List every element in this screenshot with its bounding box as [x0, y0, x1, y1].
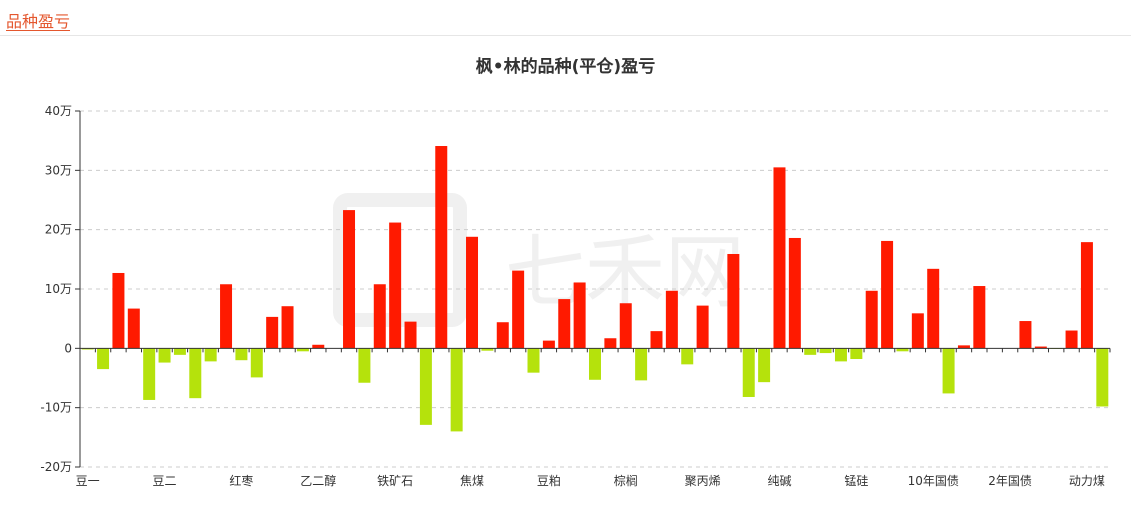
bar	[250, 348, 263, 378]
bar	[542, 340, 555, 349]
x-category-label: 红枣	[229, 473, 253, 488]
bar	[143, 348, 156, 400]
bar	[312, 344, 325, 349]
bar	[235, 348, 248, 361]
bar	[266, 316, 279, 349]
grid-layer	[80, 110, 1110, 468]
y-tick-label: 30万	[45, 163, 72, 177]
x-category-label: 2年国债	[988, 474, 1032, 488]
bar	[758, 348, 771, 383]
bar	[450, 348, 463, 432]
bar	[173, 348, 186, 355]
bar	[834, 348, 847, 362]
bar	[1065, 330, 1078, 349]
bar	[927, 268, 940, 349]
x-category-label: 乙二醇	[300, 473, 336, 488]
bar	[496, 322, 509, 349]
bar	[727, 253, 740, 349]
bar	[696, 305, 709, 349]
bar	[589, 348, 601, 380]
bar	[881, 240, 894, 349]
chart-title: 枫•林的品种(平仓)盈亏	[475, 57, 656, 77]
bar	[343, 210, 356, 349]
bar	[1019, 321, 1032, 349]
bar	[1096, 348, 1109, 407]
y-tick-label: 40万	[45, 104, 72, 118]
bar	[635, 348, 648, 381]
bar	[81, 348, 94, 350]
x-category-label: 豆二	[153, 474, 177, 488]
bar	[281, 306, 294, 349]
bar	[466, 236, 479, 349]
bar	[127, 308, 140, 349]
bar	[481, 348, 494, 351]
bar	[1034, 346, 1047, 349]
bar	[158, 348, 171, 363]
x-category-label: 动力煤	[1069, 474, 1105, 488]
section-header: 品种盈亏	[0, 0, 1131, 36]
bar	[373, 284, 386, 349]
bar	[896, 348, 909, 352]
bar	[973, 286, 986, 349]
bar	[404, 321, 417, 349]
bar	[296, 348, 309, 352]
y-tick-label: -10万	[40, 401, 72, 415]
x-category-label: 聚丙烯	[685, 474, 721, 488]
bar	[112, 272, 125, 349]
x-category-label: 焦煤	[460, 474, 484, 488]
bar	[865, 290, 878, 349]
bar	[604, 338, 617, 349]
bar	[97, 348, 110, 370]
x-category-label: 锰硅	[844, 473, 868, 488]
section-title: 品种盈亏	[6, 12, 71, 31]
y-tick-label: 20万	[45, 223, 72, 237]
bar	[788, 237, 801, 349]
bar	[819, 348, 832, 354]
bar	[742, 348, 755, 397]
bar	[650, 331, 663, 349]
bar	[665, 290, 678, 349]
y-tick-label: 0	[64, 341, 72, 355]
y-tick-label: 10万	[45, 282, 72, 296]
bar	[619, 303, 632, 349]
bar	[573, 282, 586, 349]
bar	[358, 348, 371, 383]
bar	[435, 146, 448, 349]
x-category-label: 棕榈	[614, 473, 638, 488]
bar	[220, 284, 233, 349]
bar	[527, 348, 540, 373]
bar	[804, 348, 817, 355]
bar	[850, 348, 863, 360]
bar	[189, 348, 202, 399]
bar	[681, 348, 694, 365]
bar	[512, 270, 525, 349]
x-category-label: 豆粕	[537, 473, 561, 488]
y-tick-label: -20万	[40, 460, 72, 474]
x-category-label: 10年国债	[908, 474, 959, 488]
bar	[558, 299, 571, 349]
bar	[942, 348, 955, 394]
bar-layer	[81, 146, 1109, 432]
bar	[389, 222, 402, 349]
x-category-label: 铁矿石	[377, 474, 413, 488]
bar	[1080, 242, 1093, 349]
bar	[419, 348, 432, 425]
x-category-label: 豆一	[76, 474, 100, 488]
bar	[911, 313, 924, 349]
x-category-label: 纯碱	[767, 474, 791, 488]
bar	[957, 345, 970, 349]
bar	[773, 167, 786, 349]
bar	[204, 348, 217, 362]
